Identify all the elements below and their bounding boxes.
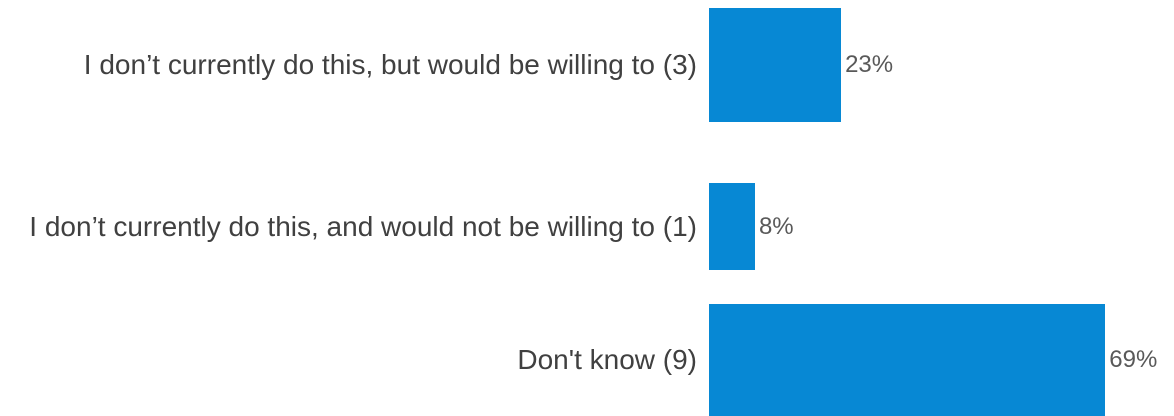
category-label: I don’t currently do this, but would be … xyxy=(83,49,697,80)
category-label: I don’t currently do this, and would not… xyxy=(29,210,697,242)
bar xyxy=(709,183,755,270)
value-label: 8% xyxy=(758,212,794,240)
bar xyxy=(709,8,842,122)
value-label: 69% xyxy=(1109,346,1158,373)
value-label: 23% xyxy=(845,51,894,78)
bar xyxy=(709,304,1106,416)
category-label: Don't know (9) xyxy=(517,344,697,375)
